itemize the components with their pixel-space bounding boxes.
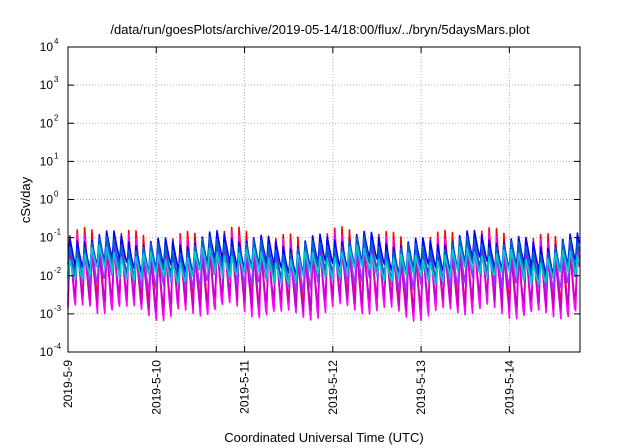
y-tick-label: 10 [40, 116, 54, 130]
x-tick-label: 2019-5-10 [149, 360, 163, 415]
series-line [67, 240, 581, 313]
y-tick-label: 10 [40, 154, 54, 168]
series-line [67, 235, 581, 283]
data-series [67, 226, 581, 322]
y-tick-exponent: -4 [54, 342, 62, 351]
y-tick-exponent: -2 [54, 266, 62, 275]
y-tick-label: 10 [40, 78, 54, 92]
y-tick-exponent: -1 [54, 228, 62, 237]
y-tick-exponent: 3 [54, 75, 59, 84]
chart-title: /data/run/goesPlots/archive/2019-05-14/1… [110, 22, 530, 37]
series-line [67, 244, 581, 286]
x-tick-label: 2019-5-14 [502, 360, 516, 415]
x-tick-label: 2019-5-12 [326, 360, 340, 415]
y-tick-exponent: 4 [54, 37, 59, 46]
x-axis: 2019-5-9 2019-5-10 2019-5-11 2019-5-12 2019-… [61, 47, 516, 415]
x-tick-label: 2019-5-11 [238, 360, 252, 414]
series-line [67, 233, 581, 294]
y-tick-exponent: 1 [54, 151, 59, 160]
y-tick-label: 10 [40, 307, 54, 321]
x-tick-label: 2019-5-9 [61, 360, 75, 408]
y-tick-exponent: 2 [54, 113, 59, 122]
y-tick-exponent: -3 [54, 304, 62, 313]
y-tick-label: 10 [40, 345, 54, 359]
y-axis-label: cSv/day [18, 176, 33, 223]
x-axis-label: Coordinated Universal Time (UTC) [224, 430, 423, 445]
y-tick-label: 10 [40, 231, 54, 245]
y-tick-label: 10 [40, 269, 54, 283]
y-tick-label: 10 [40, 40, 54, 54]
y-tick-label: 10 [40, 193, 54, 207]
y-tick-exponent: 0 [54, 190, 59, 199]
x-tick-label: 2019-5-13 [414, 360, 428, 415]
